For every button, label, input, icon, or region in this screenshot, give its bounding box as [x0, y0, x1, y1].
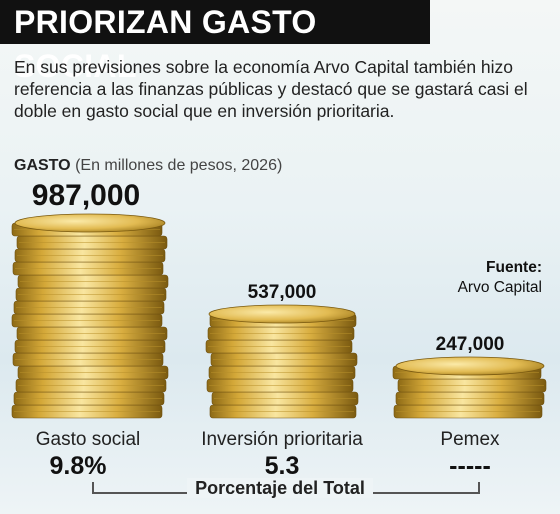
- lead-paragraph: En sus previsiones sobre la economía Arv…: [14, 57, 528, 121]
- source-title: Fuente:: [486, 259, 542, 276]
- percent-label: 9.8%: [50, 452, 107, 480]
- footer-label: Porcentaje del Total: [187, 478, 373, 498]
- source-name: Arvo Capital: [457, 279, 542, 296]
- percent-label: 5.3: [265, 452, 300, 480]
- coin-top: [395, 356, 545, 376]
- category-label: Pemex: [440, 429, 500, 450]
- value-label: 987,000: [32, 179, 140, 212]
- value-label: 537,000: [248, 282, 317, 303]
- value-label: 247,000: [436, 334, 505, 355]
- percent-label: -----: [449, 452, 491, 480]
- category-label: Gasto social: [36, 429, 141, 450]
- chart-subtitle: (En millones de pesos, 2026): [75, 157, 283, 174]
- coin-top: [208, 304, 356, 324]
- category-label: Inversión prioritaria: [201, 429, 363, 450]
- footer-label-row: Porcentaje del Total: [0, 478, 560, 499]
- chart-title: GASTO: [14, 157, 71, 174]
- source-note: Fuente: Arvo Capital: [458, 258, 542, 298]
- chart-title-row: GASTO (En millones de pesos, 2026): [14, 157, 282, 175]
- coin-stack-2: [205, 304, 359, 419]
- coin-stack-1: [11, 213, 169, 419]
- page-title: PRIORIZAN GASTO SOCIAL: [0, 0, 430, 84]
- coin-stack-3: [392, 356, 547, 419]
- coin-top: [14, 213, 166, 233]
